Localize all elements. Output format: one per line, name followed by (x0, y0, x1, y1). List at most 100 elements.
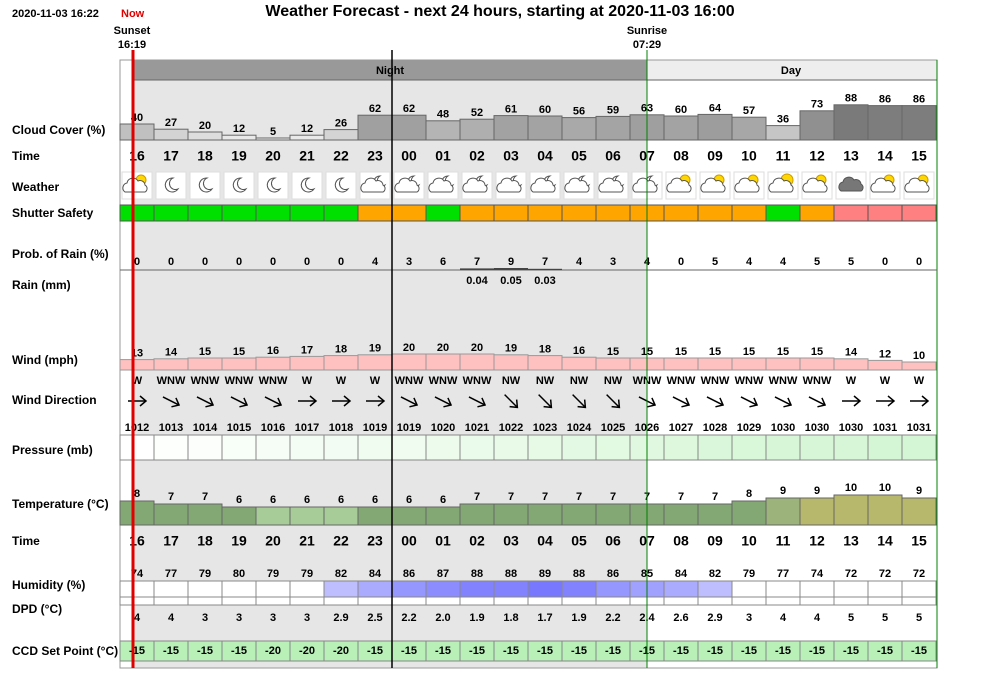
humidity-cell (765, 580, 801, 598)
pressure-value: 1030 (805, 422, 829, 434)
hour: 22 (333, 533, 349, 549)
hour: 15 (911, 148, 927, 164)
arrow-shaft (434, 396, 452, 406)
arrow-head (273, 397, 283, 408)
cloud-bar (527, 115, 563, 141)
wind-value: 10 (913, 350, 925, 362)
humidity-cell (731, 580, 767, 598)
weather-icon (767, 171, 799, 200)
arrow-head (921, 395, 930, 407)
cloud-bar (833, 104, 869, 141)
pressure-value: 1030 (771, 422, 795, 434)
arrow-head (681, 397, 691, 408)
ccd-value: -15 (605, 645, 621, 657)
arrow-head (647, 397, 657, 408)
shutter-cell (187, 204, 223, 222)
arrow-head (139, 395, 148, 407)
temperature-value: 6 (440, 494, 446, 506)
wind-value: 12 (879, 348, 891, 360)
wind-value: 17 (301, 344, 313, 356)
icon-cell (223, 171, 255, 200)
moon (266, 177, 282, 193)
dpd-value: 5 (848, 612, 854, 624)
humidity-lower (221, 596, 257, 606)
sunrise-time: 07:29 (633, 39, 661, 51)
ccd-value: -15 (503, 645, 519, 657)
wind-value: 15 (811, 346, 823, 358)
wind-arrow (332, 395, 352, 407)
wind-arrow (706, 396, 725, 408)
temperature-value: 7 (576, 491, 582, 503)
cloud-bar (289, 134, 325, 141)
wind-value: 15 (607, 346, 619, 358)
wind-bar (323, 355, 359, 371)
humidity-cell (187, 580, 223, 598)
hour: 21 (299, 533, 315, 549)
arrow-shaft (808, 396, 826, 406)
wind-direction: WNW (191, 375, 220, 387)
ccd-value: -15 (401, 645, 417, 657)
wind-arrow (538, 394, 553, 409)
arrow-shaft (264, 396, 282, 406)
weather-icon (801, 171, 833, 200)
pressure-value: 1015 (227, 422, 251, 434)
temperature-value: 10 (845, 482, 857, 494)
rain-value: 0.03 (534, 275, 555, 287)
cloud-bar (663, 115, 699, 141)
wind-arrow (504, 394, 519, 409)
rain-prob-value: 3 (610, 256, 616, 268)
cloud-value: 59 (607, 104, 619, 116)
weather-icon (665, 171, 697, 200)
temperature-bar (595, 503, 631, 526)
cloud-value: 86 (913, 94, 925, 106)
pressure-cell (221, 434, 257, 461)
pressure-cell (595, 434, 631, 461)
cloud (564, 177, 590, 193)
arrow-shaft (672, 396, 690, 406)
humidity-value: 72 (845, 568, 857, 580)
arrow-head (205, 397, 215, 408)
wind-bar (527, 355, 563, 371)
shutter-cell (221, 204, 257, 222)
temperature-value: 7 (542, 491, 548, 503)
humidity-lower (289, 596, 325, 606)
pressure-value: 1025 (601, 422, 625, 434)
shutter-cell (391, 204, 427, 222)
humidity-lower (663, 596, 699, 606)
wind-value: 19 (369, 343, 381, 355)
shutter-cell (867, 204, 903, 222)
weather-icon (427, 171, 459, 200)
cloud-bar (595, 115, 631, 141)
humidity-value: 74 (811, 568, 824, 580)
pressure-cell (799, 434, 835, 461)
temperature-bar (561, 503, 597, 526)
hour: 23 (367, 148, 383, 164)
temperature-bar (663, 503, 699, 526)
wind-arrow (842, 395, 862, 407)
pressure-cell (323, 434, 359, 461)
wind-direction: WNW (463, 375, 492, 387)
icon-cell (325, 171, 357, 200)
temperature-bar (493, 503, 529, 526)
wind-arrow (468, 396, 487, 408)
hour: 14 (877, 148, 893, 164)
wind-bar (255, 356, 291, 371)
humidity-lower (323, 596, 359, 606)
pressure-cell (527, 434, 563, 461)
wind-direction: W (336, 375, 347, 387)
ccd-value: -15 (911, 645, 927, 657)
wind-value: 15 (233, 346, 245, 358)
wind-direction: WNW (667, 375, 696, 387)
pressure-value: 1018 (329, 422, 353, 434)
cloud-value: 60 (675, 104, 687, 116)
wind-value: 20 (437, 342, 449, 354)
ccd-value: -15 (129, 645, 145, 657)
wind-direction: WNW (429, 375, 458, 387)
humidity-cell (425, 580, 461, 598)
cloud-bar (187, 131, 223, 141)
dpd-value: 2.6 (673, 612, 688, 624)
temperature-value: 7 (168, 491, 174, 503)
wind-direction: W (846, 375, 857, 387)
arrow-head (817, 397, 827, 408)
